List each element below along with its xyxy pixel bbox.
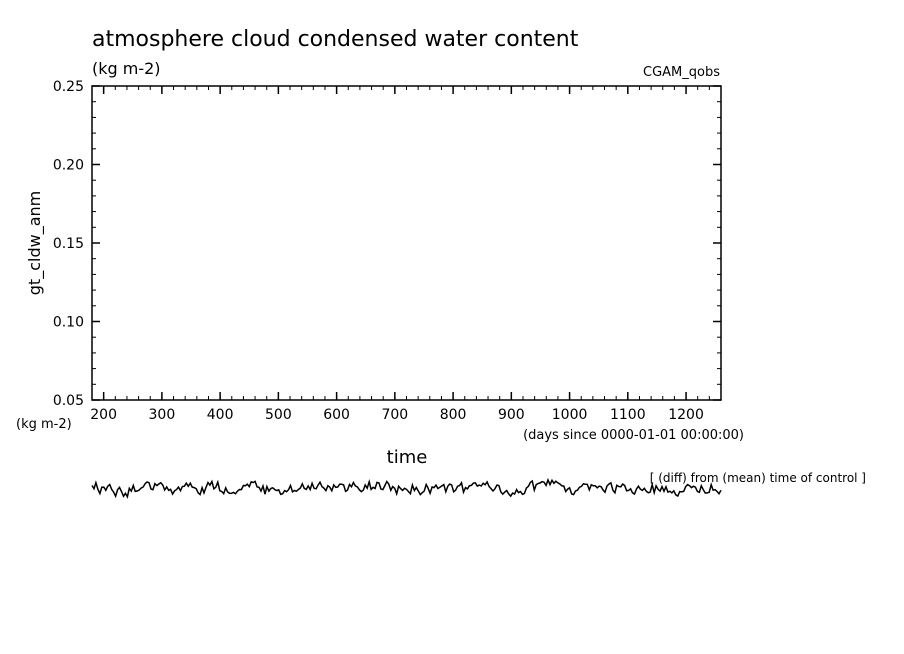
x-axis-units: (days since 0000-01-01 00:00:00) (523, 428, 744, 443)
y-tick-label: 0.15 (53, 236, 84, 252)
inset-anomaly-line (91, 477, 722, 499)
x-tick-label: 500 (265, 407, 292, 423)
x-tick-label: 1200 (668, 407, 704, 423)
y-axis-label: gt_cldw_anm (25, 191, 45, 295)
x-tick-label: 1000 (552, 407, 588, 423)
y-tick-label: 0.10 (53, 315, 84, 331)
y-tick-label: 0.05 (53, 393, 84, 409)
y-tick-label: 0.20 (53, 158, 84, 174)
plot-frame (91, 85, 722, 401)
x-tick-label: 600 (323, 407, 350, 423)
x-tick-label: 700 (381, 407, 408, 423)
x-tick-label: 200 (90, 407, 117, 423)
x-tick-label: 1100 (610, 407, 646, 423)
x-tick-label: 400 (207, 407, 234, 423)
run-label: CGAM_qobs (643, 65, 720, 80)
x-axis-label: time (387, 447, 428, 468)
y-axis-units: (kg m-2) (16, 417, 72, 432)
chart-title: atmosphere cloud condensed water content (92, 27, 579, 52)
x-tick-label: 300 (149, 407, 176, 423)
inset-label: [ (diff) from (mean) time of control ] (650, 471, 866, 485)
x-tick-label: 800 (440, 407, 467, 423)
chart-subtitle: (kg m-2) (92, 59, 161, 78)
y-tick-label: 0.25 (53, 79, 84, 95)
x-tick-label: 900 (498, 407, 525, 423)
